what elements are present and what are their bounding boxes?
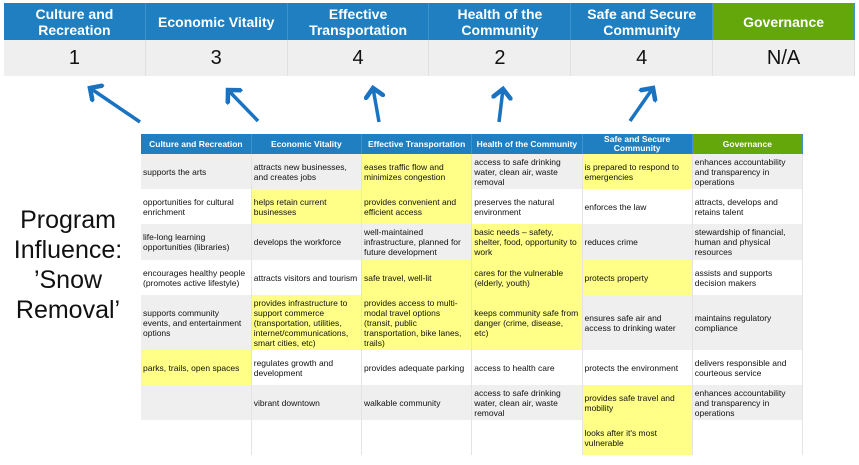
summary-header: Safe and Secure Community: [571, 3, 714, 40]
column-header: Effective Transportation: [361, 134, 473, 154]
pi-line: Influence:: [13, 236, 123, 264]
column-header: Culture and Recreation: [141, 134, 252, 154]
arrow-health: [499, 89, 503, 123]
table-cell: protects the environment: [582, 350, 693, 385]
summary-header: Economic Vitality: [145, 3, 288, 40]
table-cell: helps retain current businesses: [251, 189, 363, 224]
program-influence-label: Program Influence: ’Snow Removal’: [0, 205, 136, 325]
table-row: life-long learning opportunities (librar…: [141, 224, 804, 260]
table-cell: protects property: [582, 260, 693, 295]
summary-value: 4: [571, 40, 714, 76]
table-header: Culture and Recreation Economic Vitality E…: [141, 134, 804, 154]
table-cell: enhances accountability and transparency…: [692, 385, 804, 420]
pi-line: ’Snow: [33, 266, 103, 294]
table-cell: [251, 420, 363, 455]
pi-line: Removal’: [15, 296, 121, 324]
table-cell: [471, 420, 583, 455]
table-cell: [361, 420, 473, 455]
table-cell: access to safe drinking water, clean air…: [471, 154, 583, 189]
table-cell: eases traffic flow and minimizes congest…: [361, 154, 473, 189]
table-cell: enforces the law: [582, 189, 693, 224]
table-cell: opportunities for cultural enrichment: [141, 189, 252, 224]
summary-value: 2: [429, 40, 572, 76]
column-header: Economic Vitality: [251, 134, 363, 154]
table-cell: [692, 420, 804, 455]
influence-table: Culture and Recreation Economic Vitality E…: [141, 134, 804, 455]
arrow-culture: [90, 88, 141, 124]
table-cell: looks after it's most vulnerable: [582, 420, 693, 455]
table-cell: is prepared to respond to emergencies: [582, 154, 693, 189]
table-cell: provides convenient and efficient access: [361, 189, 473, 224]
table-cell: [141, 420, 252, 455]
table-row: supports the arts attracts new businesses…: [141, 154, 804, 189]
table-cell: attracts, develops and retains talent: [692, 189, 804, 224]
table-row: encourages healthy people (promotes acti…: [141, 260, 804, 295]
table-cell: preserves the natural environment: [471, 189, 583, 224]
table-cell: enhances accountability and transparency…: [692, 154, 804, 189]
summary-header: Effective Transportation: [287, 3, 430, 40]
table-row: opportunities for cultural enrichment hel…: [141, 189, 804, 224]
table-cell: reduces crime: [582, 224, 693, 260]
table-cell: maintains regulatory compliance: [692, 295, 804, 350]
table-cell: [141, 385, 252, 420]
column-header: Health of the Community: [471, 134, 583, 154]
table-cell: life-long learning opportunities (librar…: [141, 224, 252, 260]
summary-header: Health of the Community: [429, 3, 572, 40]
table-cell: supports the arts: [141, 154, 252, 189]
table-cell: cares for the vulnerable (elderly, youth…: [471, 260, 583, 295]
table-cell: assists and supports decision makers: [692, 260, 804, 295]
summary-header: Governance: [713, 3, 855, 40]
table-cell: attracts visitors and tourism: [251, 260, 363, 295]
table-cell: access to health care: [471, 350, 583, 385]
table-cell: walkable community: [361, 385, 473, 420]
summary-value: 4: [287, 40, 430, 76]
summary-value: 1: [4, 40, 146, 76]
table-cell: supports community events, and entertain…: [141, 295, 252, 350]
summary-value: N/A: [713, 40, 855, 76]
table-cell: parks, trails, open spaces: [141, 350, 252, 385]
table-cell: attracts new businesses, and creates job…: [251, 154, 363, 189]
table-cell: provides access to multi-modal travel op…: [361, 295, 473, 350]
table-cell: provides safe travel and mobility: [582, 385, 693, 420]
table-row: parks, trails, open spaces regulates grow…: [141, 350, 804, 385]
table-cell: provides infrastructure to support comme…: [251, 295, 363, 350]
table-cell: provides adequate parking: [361, 350, 473, 385]
summary-header: Culture and Recreation: [4, 3, 146, 40]
table-row: vibrant downtown walkable community access…: [141, 385, 804, 420]
table-cell: basic needs – safety, shelter, food, opp…: [471, 224, 583, 260]
table-cell: well-maintained infrastructure, planned …: [361, 224, 473, 260]
table-cell: delivers responsible and courteous servi…: [692, 350, 804, 385]
table-cell: safe travel, well-lit: [361, 260, 473, 295]
column-header: Governance: [692, 134, 804, 154]
table-cell: access to safe drinking water, clean air…: [471, 385, 583, 420]
table-cell: encourages healthy people (promotes acti…: [141, 260, 252, 295]
arrow-economic: [228, 90, 260, 123]
arrow-transportation: [373, 88, 379, 123]
summary-scores: Culture and Recreation 1 Economic Vitality…: [4, 3, 855, 76]
column-header: Safe and Secure Community: [582, 134, 693, 154]
pi-line: Program: [20, 206, 116, 234]
table-cell: vibrant downtown: [251, 385, 363, 420]
summary-value: 3: [145, 40, 288, 76]
table-cell: ensures safe air and access to drinking …: [582, 295, 693, 350]
table-cell: regulates growth and development: [251, 350, 363, 385]
table-cell: develops the workforce: [251, 224, 363, 260]
table-row: looks after it's most vulnerable: [141, 420, 804, 455]
table-cell: keeps community safe from danger (crime,…: [471, 295, 583, 350]
table-row: supports community events, and entertain…: [141, 295, 804, 350]
table-cell: stewardship of financial, human and phys…: [692, 224, 804, 260]
arrow-safe: [628, 88, 653, 123]
